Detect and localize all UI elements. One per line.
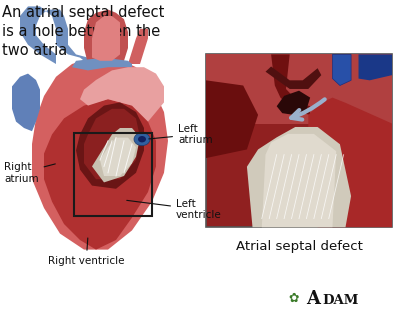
- Polygon shape: [332, 54, 351, 85]
- Polygon shape: [20, 6, 88, 64]
- Bar: [206, 54, 392, 227]
- Text: Atrial septal defect: Atrial septal defect: [236, 240, 362, 253]
- Polygon shape: [80, 67, 164, 122]
- Text: Right
atrium: Right atrium: [4, 162, 55, 184]
- Polygon shape: [277, 91, 310, 115]
- Polygon shape: [12, 74, 40, 131]
- Polygon shape: [206, 80, 258, 158]
- Polygon shape: [84, 109, 140, 179]
- Bar: [206, 54, 392, 124]
- Polygon shape: [84, 10, 128, 64]
- Text: DAM: DAM: [322, 294, 358, 307]
- Polygon shape: [100, 138, 136, 176]
- Text: ✿: ✿: [289, 292, 299, 305]
- Polygon shape: [76, 102, 144, 189]
- Text: A: A: [306, 290, 320, 308]
- Polygon shape: [266, 67, 321, 89]
- Polygon shape: [32, 58, 168, 250]
- Polygon shape: [92, 16, 120, 61]
- Polygon shape: [92, 128, 140, 182]
- Polygon shape: [44, 99, 156, 250]
- Bar: [74, 133, 152, 216]
- Polygon shape: [262, 134, 336, 227]
- Text: .: .: [352, 294, 357, 307]
- Text: An atrial septal defect
is a hole between the
two atria: An atrial septal defect is a hole betwee…: [2, 5, 164, 58]
- Text: Right ventricle: Right ventricle: [48, 238, 124, 266]
- Text: Left
ventricle: Left ventricle: [127, 199, 222, 220]
- Ellipse shape: [138, 136, 146, 142]
- Ellipse shape: [134, 133, 150, 146]
- Polygon shape: [72, 58, 132, 70]
- Polygon shape: [271, 54, 310, 115]
- Polygon shape: [247, 127, 351, 227]
- Text: Left
atrium: Left atrium: [149, 124, 213, 145]
- Polygon shape: [358, 54, 392, 80]
- Polygon shape: [128, 29, 148, 64]
- Polygon shape: [308, 98, 392, 227]
